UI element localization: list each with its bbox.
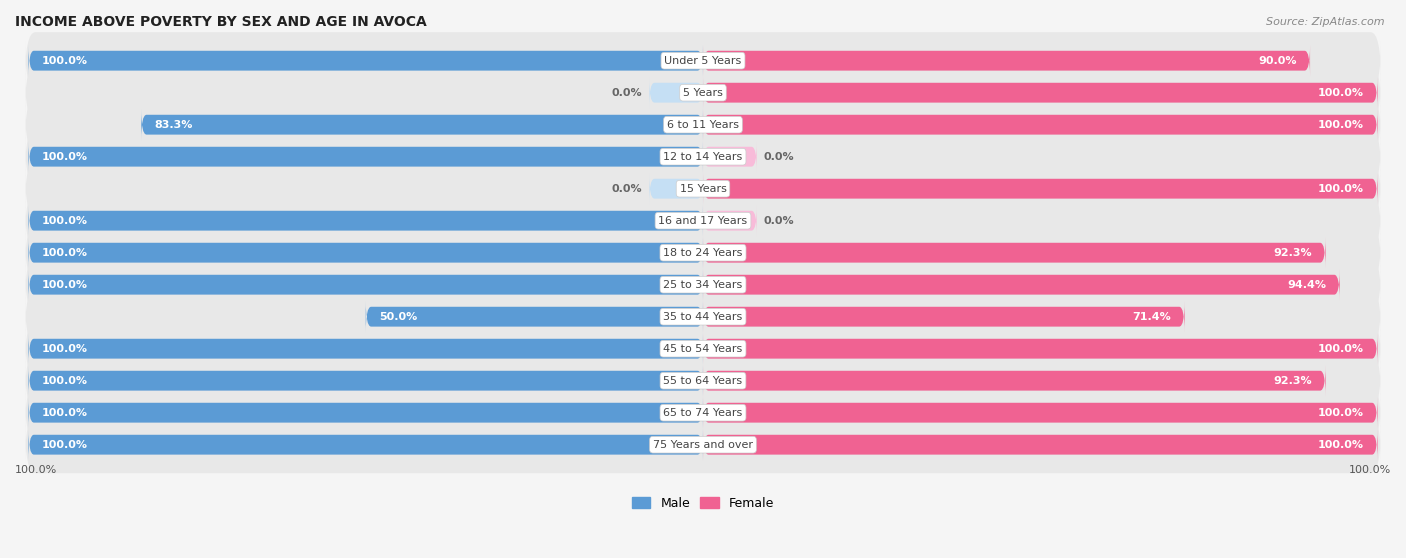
Text: 0.0%: 0.0% (763, 216, 794, 225)
FancyBboxPatch shape (650, 77, 703, 108)
Legend: Male, Female: Male, Female (627, 492, 779, 514)
Text: 100.0%: 100.0% (1317, 408, 1364, 418)
Text: 15 Years: 15 Years (679, 184, 727, 194)
FancyBboxPatch shape (141, 109, 703, 141)
FancyBboxPatch shape (703, 237, 1326, 268)
Text: 55 to 64 Years: 55 to 64 Years (664, 376, 742, 386)
FancyBboxPatch shape (25, 256, 1381, 313)
Text: Source: ZipAtlas.com: Source: ZipAtlas.com (1267, 17, 1385, 27)
Text: 100.0%: 100.0% (42, 152, 89, 162)
FancyBboxPatch shape (650, 173, 703, 204)
FancyBboxPatch shape (28, 333, 703, 364)
FancyBboxPatch shape (28, 429, 703, 460)
Text: 16 and 17 Years: 16 and 17 Years (658, 216, 748, 225)
FancyBboxPatch shape (25, 192, 1381, 249)
Text: 100.0%: 100.0% (1317, 119, 1364, 129)
Text: 100.0%: 100.0% (42, 56, 89, 66)
FancyBboxPatch shape (25, 64, 1381, 121)
FancyBboxPatch shape (25, 128, 1381, 185)
FancyBboxPatch shape (366, 301, 703, 333)
Text: 100.0%: 100.0% (1317, 440, 1364, 450)
Text: 45 to 54 Years: 45 to 54 Years (664, 344, 742, 354)
FancyBboxPatch shape (703, 141, 756, 172)
FancyBboxPatch shape (25, 352, 1381, 409)
FancyBboxPatch shape (703, 365, 1326, 396)
Text: 0.0%: 0.0% (763, 152, 794, 162)
Text: 50.0%: 50.0% (380, 312, 418, 322)
FancyBboxPatch shape (25, 224, 1381, 281)
FancyBboxPatch shape (703, 173, 1378, 204)
FancyBboxPatch shape (28, 269, 703, 300)
FancyBboxPatch shape (25, 384, 1381, 441)
Text: 90.0%: 90.0% (1258, 56, 1296, 66)
FancyBboxPatch shape (703, 301, 1185, 333)
Text: 100.0%: 100.0% (42, 408, 89, 418)
FancyBboxPatch shape (703, 429, 1378, 460)
FancyBboxPatch shape (703, 269, 1340, 300)
Text: 100.0%: 100.0% (1317, 88, 1364, 98)
FancyBboxPatch shape (28, 397, 703, 429)
Text: 75 Years and over: 75 Years and over (652, 440, 754, 450)
FancyBboxPatch shape (28, 205, 703, 237)
Text: 100.0%: 100.0% (42, 376, 89, 386)
Text: 92.3%: 92.3% (1274, 376, 1312, 386)
Text: 100.0%: 100.0% (42, 248, 89, 258)
Text: 100.0%: 100.0% (42, 440, 89, 450)
FancyBboxPatch shape (703, 397, 1378, 429)
FancyBboxPatch shape (28, 365, 703, 396)
Text: 25 to 34 Years: 25 to 34 Years (664, 280, 742, 290)
Text: 71.4%: 71.4% (1132, 312, 1171, 322)
FancyBboxPatch shape (28, 141, 703, 172)
FancyBboxPatch shape (703, 205, 756, 237)
Text: 92.3%: 92.3% (1274, 248, 1312, 258)
Text: 0.0%: 0.0% (612, 184, 643, 194)
Text: 12 to 14 Years: 12 to 14 Years (664, 152, 742, 162)
Text: 100.0%: 100.0% (1317, 344, 1364, 354)
Text: 6 to 11 Years: 6 to 11 Years (666, 119, 740, 129)
Text: 100.0%: 100.0% (42, 344, 89, 354)
FancyBboxPatch shape (703, 45, 1310, 76)
Text: 100.0%: 100.0% (42, 280, 89, 290)
Text: 94.4%: 94.4% (1288, 280, 1326, 290)
FancyBboxPatch shape (25, 416, 1381, 473)
Text: 100.0%: 100.0% (15, 465, 58, 475)
Text: 5 Years: 5 Years (683, 88, 723, 98)
Text: 100.0%: 100.0% (1348, 465, 1391, 475)
Text: 18 to 24 Years: 18 to 24 Years (664, 248, 742, 258)
Text: INCOME ABOVE POVERTY BY SEX AND AGE IN AVOCA: INCOME ABOVE POVERTY BY SEX AND AGE IN A… (15, 15, 427, 29)
FancyBboxPatch shape (25, 320, 1381, 377)
Text: 83.3%: 83.3% (155, 119, 193, 129)
FancyBboxPatch shape (703, 333, 1378, 364)
Text: 35 to 44 Years: 35 to 44 Years (664, 312, 742, 322)
FancyBboxPatch shape (25, 288, 1381, 345)
FancyBboxPatch shape (25, 32, 1381, 89)
FancyBboxPatch shape (703, 77, 1378, 108)
Text: 100.0%: 100.0% (42, 216, 89, 225)
Text: 0.0%: 0.0% (612, 88, 643, 98)
FancyBboxPatch shape (28, 237, 703, 268)
FancyBboxPatch shape (25, 96, 1381, 153)
Text: 65 to 74 Years: 65 to 74 Years (664, 408, 742, 418)
Text: Under 5 Years: Under 5 Years (665, 56, 741, 66)
FancyBboxPatch shape (28, 45, 703, 76)
Text: 100.0%: 100.0% (1317, 184, 1364, 194)
FancyBboxPatch shape (25, 160, 1381, 217)
FancyBboxPatch shape (703, 109, 1378, 141)
